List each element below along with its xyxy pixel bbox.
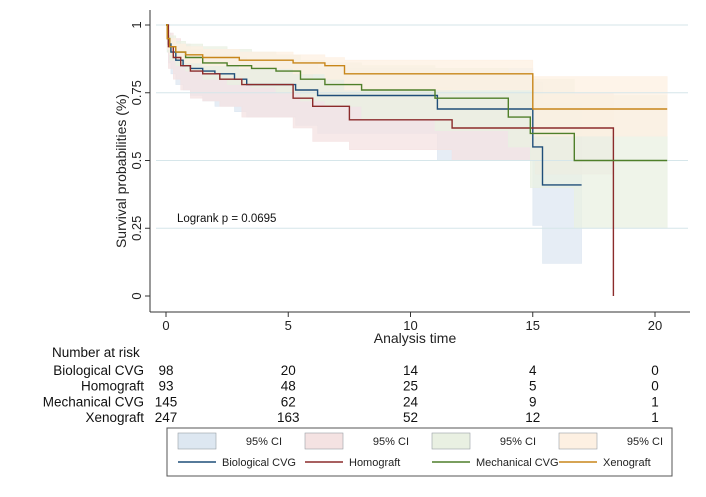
legend-ci-label: 95% CI <box>627 436 663 448</box>
x-tick-label: 20 <box>648 318 662 333</box>
x-axis-title: Analysis time <box>374 330 457 346</box>
legend: 95% CI Biological CVG 95% CI Homograft 95% C… <box>166 427 673 477</box>
y-tick-label: 0.25 <box>129 216 144 241</box>
legend-ci-swatch-homograft <box>304 432 344 450</box>
risk-count: 163 <box>277 410 300 425</box>
risk-count: 93 <box>158 379 173 394</box>
curve-xenograft <box>166 24 668 110</box>
risk-count: 0 <box>651 363 659 378</box>
legend-series-label: Biological CVG <box>222 457 296 469</box>
y-tick-label: 0 <box>129 292 144 299</box>
legend-ci-swatch-mechanical-cvg <box>431 432 471 450</box>
risk-count: 24 <box>403 394 419 409</box>
risk-count: 0 <box>651 379 659 394</box>
risk-count: 48 <box>281 379 296 394</box>
y-tick-label: 0.5 <box>129 151 144 169</box>
legend-ci-label: 95% CI <box>500 436 536 448</box>
x-tick-label: 10 <box>403 318 417 333</box>
risk-count: 9 <box>529 394 537 409</box>
risk-count: 145 <box>155 394 178 409</box>
risk-row-label: Mechanical CVG <box>43 394 144 409</box>
legend-ci-label: 95% CI <box>246 436 282 448</box>
risk-count: 12 <box>525 410 540 425</box>
legend-ci-label: 95% CI <box>373 436 409 448</box>
legend-series-label: Mechanical CVG <box>476 457 559 469</box>
x-tick-label: 0 <box>162 318 169 333</box>
risk-count: 4 <box>529 363 537 378</box>
y-axis-title: Survival probabilities (%) <box>113 94 129 248</box>
logrank-annotation: Logrank p = 0.0695 <box>177 213 276 225</box>
curve-homograft <box>166 24 615 296</box>
y-tick-label: 1 <box>129 21 144 28</box>
risk-count: 62 <box>281 394 296 409</box>
legend-series-label: Homograft <box>349 457 400 469</box>
risk-count: 1 <box>651 410 659 425</box>
x-tick-label: 5 <box>285 318 292 333</box>
number-at-risk-table: Number at risk Biological CVG 98 20 14 4 0 Hom… <box>43 345 659 425</box>
y-tick-label: 0.75 <box>129 80 144 105</box>
legend-series-label: Xenograft <box>603 457 651 469</box>
risk-row-label: Biological CVG <box>53 363 144 378</box>
risk-count: 25 <box>403 379 418 394</box>
risk-table-header: Number at risk <box>52 345 140 360</box>
risk-row-label: Homograft <box>81 379 144 394</box>
legend-ci-swatch-biological-cvg <box>177 432 217 450</box>
x-tick-label: 15 <box>526 318 540 333</box>
risk-count: 14 <box>403 363 419 378</box>
survival-curves <box>166 24 668 296</box>
risk-row-label: Xenograft <box>85 410 144 425</box>
risk-count: 247 <box>155 410 178 425</box>
curve-biological-cvg <box>166 24 582 186</box>
risk-count: 5 <box>529 379 537 394</box>
risk-count: 20 <box>281 363 296 378</box>
risk-count: 52 <box>403 410 418 425</box>
risk-count: 98 <box>158 363 173 378</box>
legend-ci-swatch-xenograft <box>558 432 598 450</box>
risk-count: 1 <box>651 394 659 409</box>
